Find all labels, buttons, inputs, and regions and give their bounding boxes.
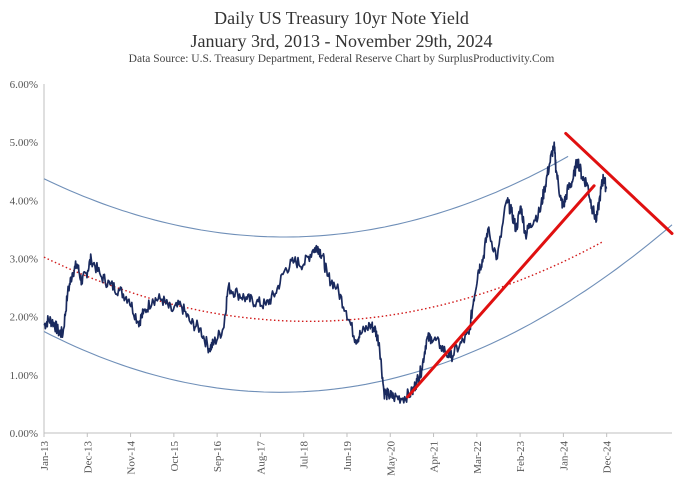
x-tick-label: Feb-23 [515, 441, 527, 473]
chart-source: Data Source: U.S. Treasury Department, F… [128, 53, 555, 65]
yield-series [43, 141, 608, 404]
x-tick-label: Dec-13 [82, 441, 94, 474]
y-tick-label: 6.00% [10, 79, 38, 91]
x-tick-label: Jan-13 [39, 441, 51, 471]
x-tick-label: Dec-24 [602, 441, 614, 474]
rising-trendline [406, 184, 596, 399]
upper-channel-line [43, 155, 569, 238]
x-tick-label: Jan-24 [558, 441, 570, 471]
x-tick-label: Nov-14 [126, 441, 138, 475]
x-tick-label: Aug-17 [255, 441, 267, 475]
trend-overlays [43, 155, 673, 393]
yield-line [43, 141, 608, 404]
x-tick-label: May-20 [385, 441, 397, 476]
axes [43, 84, 672, 434]
y-tick-label: 5.00% [10, 137, 38, 149]
x-tick-label: Jun-19 [342, 441, 354, 471]
x-tick-label: Oct-15 [169, 441, 181, 472]
x-axis-ticks: Jan-13 Dec-13 Nov-14 Oct-15 Sep-16 Aug-17 Jul-… [39, 433, 614, 476]
y-axis-ticks: 0.00% 1.00% 2.00% 3.00% 4.00% 5.00% 6.00% [10, 79, 38, 440]
x-tick-label: Mar-22 [472, 441, 484, 474]
y-tick-label: 4.00% [10, 195, 38, 207]
chart-title: Daily US Treasury 10yr Note Yield [214, 8, 469, 28]
y-tick-label: 1.00% [10, 370, 38, 382]
x-tick-label: Sep-16 [212, 441, 224, 473]
x-tick-label: Apr-21 [429, 441, 441, 473]
falling-trendline [564, 131, 674, 235]
chart-subtitle: January 3rd, 2013 - November 29th, 2024 [190, 31, 493, 51]
red-trendlines [406, 131, 674, 399]
y-tick-label: 3.00% [10, 254, 38, 266]
dotted-midline [43, 240, 604, 322]
lower-channel-line [43, 224, 673, 393]
y-tick-label: 2.00% [10, 312, 38, 324]
x-tick-label: Jul-18 [299, 441, 311, 469]
y-tick-label: 0.00% [10, 428, 38, 440]
